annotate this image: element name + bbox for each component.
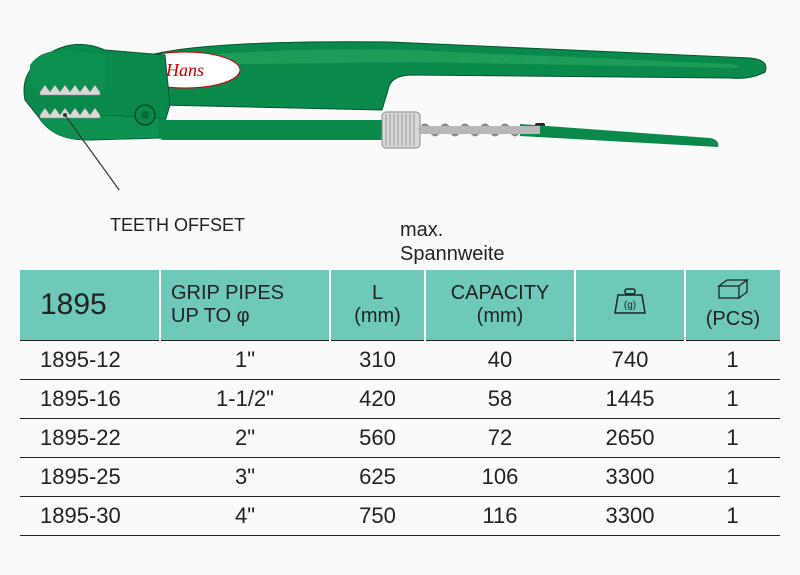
cell-cap: 58 [425,379,575,418]
spannweite-line2: Spannweite [400,243,505,265]
cell-pcs: 1 [685,457,780,496]
cell-wt: 2650 [575,418,685,457]
table-row: 1895-121"310407401 [20,340,780,379]
header-model: 1895 [20,270,160,340]
cell-pcs: 1 [685,379,780,418]
cell-grip: 3" [160,457,330,496]
table-body: 1895-121"3104074011895-161-1/2"420581445… [20,340,780,535]
cell-l: 625 [330,457,425,496]
cell-model: 1895-25 [20,457,160,496]
brand-text: Hans [165,60,204,80]
pipe-wrench-illustration: Hans CHROME VANADIUM [10,20,780,190]
handle-engraving: CHROME VANADIUM [460,54,549,64]
spannweite-label: max. Spannweite [400,218,505,266]
cell-pcs: 1 [685,340,780,379]
table-header-row: 1895 GRIP PIPES UP TO φ L (mm) CAPACITY … [20,270,780,340]
weight-icon: (g) [612,287,648,317]
svg-text:(g): (g) [624,300,636,311]
cell-model: 1895-16 [20,379,160,418]
package-icon [715,278,751,302]
cell-pcs: 1 [685,496,780,535]
header-pcs: (PCS) [685,270,780,340]
header-weight: (g) [575,270,685,340]
spannweite-line1: max. [400,219,443,241]
cell-wt: 740 [575,340,685,379]
cell-cap: 40 [425,340,575,379]
table-row: 1895-304"75011633001 [20,496,780,535]
specifications-table: 1895 GRIP PIPES UP TO φ L (mm) CAPACITY … [20,270,780,536]
header-length: L (mm) [330,270,425,340]
product-image-area: Hans CHROME VANADIUM [0,0,800,210]
cell-wt: 1445 [575,379,685,418]
cell-cap: 72 [425,418,575,457]
table-row: 1895-222"5607226501 [20,418,780,457]
header-grip: GRIP PIPES UP TO φ [160,270,330,340]
cell-grip: 1" [160,340,330,379]
cell-grip: 4" [160,496,330,535]
cell-model: 1895-30 [20,496,160,535]
cell-grip: 2" [160,418,330,457]
cell-grip: 1-1/2" [160,379,330,418]
header-capacity: CAPACITY (mm) [425,270,575,340]
cell-pcs: 1 [685,418,780,457]
table-row: 1895-253"62510633001 [20,457,780,496]
cell-wt: 3300 [575,457,685,496]
cell-l: 560 [330,418,425,457]
table-row: 1895-161-1/2"4205814451 [20,379,780,418]
teeth-offset-label: TEETH OFFSET [110,215,245,236]
cell-wt: 3300 [575,496,685,535]
cell-model: 1895-22 [20,418,160,457]
cell-model: 1895-12 [20,340,160,379]
cell-l: 420 [330,379,425,418]
cell-l: 310 [330,340,425,379]
cell-cap: 106 [425,457,575,496]
cell-cap: 116 [425,496,575,535]
cell-l: 750 [330,496,425,535]
